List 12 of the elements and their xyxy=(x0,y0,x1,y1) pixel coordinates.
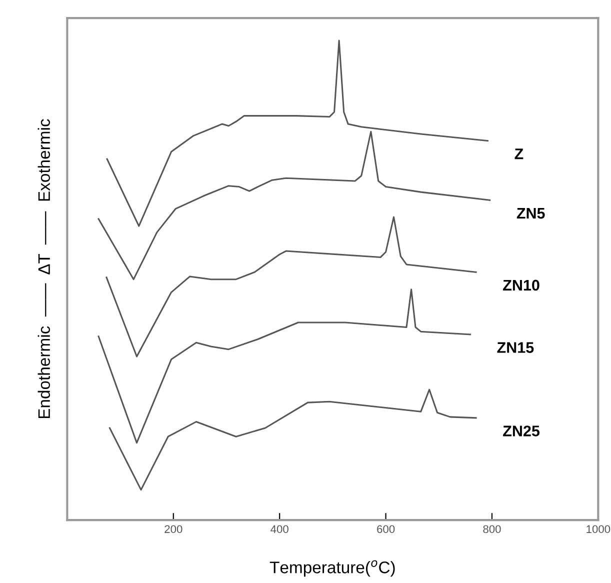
x-tick-label: 400 xyxy=(270,525,288,534)
series-label: Z xyxy=(514,148,524,160)
x-tick-label: 800 xyxy=(483,525,501,534)
x-tick-label: 600 xyxy=(377,525,395,534)
x-axis-title: Temperature($^{o}$C) xyxy=(270,560,395,577)
x-tick-label: 1000 xyxy=(586,525,610,534)
series-label: ZN5 xyxy=(516,208,545,219)
series-label: ZN25 xyxy=(503,426,540,436)
x-tick-label: 200 xyxy=(164,525,182,534)
series-label: ZN15 xyxy=(497,342,534,353)
y-axis-title: Endothermic —— ΔT —— Exothermic xyxy=(38,119,50,418)
series-label: ZN10 xyxy=(503,280,540,291)
